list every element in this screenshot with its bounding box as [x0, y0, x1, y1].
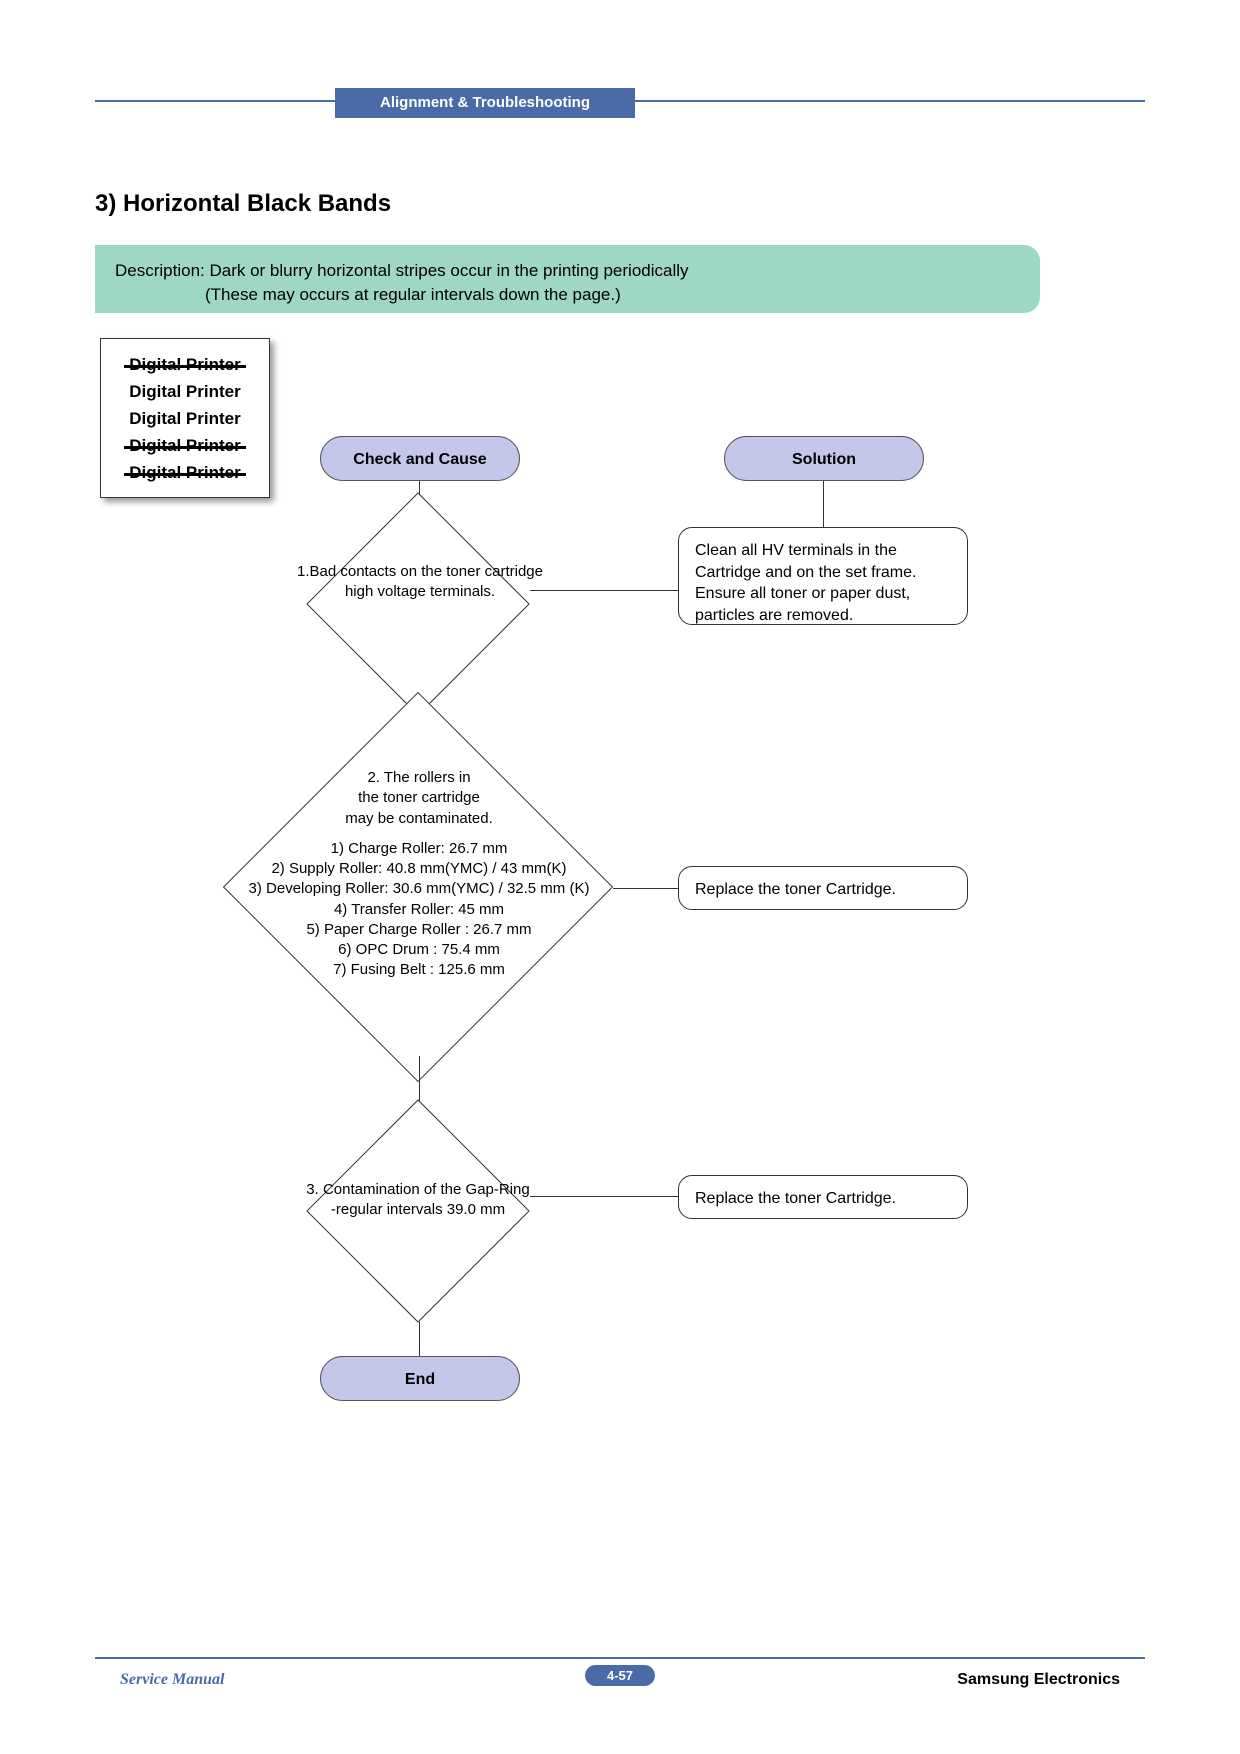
decision-1 — [306, 492, 529, 715]
solution-pill: Solution — [724, 436, 924, 481]
solution-3-box: Replace the toner Cartridge. — [678, 1175, 968, 1219]
section-title: 3) Horizontal Black Bands — [95, 190, 391, 218]
connector — [419, 1322, 420, 1356]
connector — [823, 481, 824, 527]
sample-text: Digital Printer — [129, 436, 240, 455]
end-pill: End — [320, 1356, 520, 1401]
sample-text: Digital Printer — [129, 355, 240, 374]
print-sample-box: Digital Printer Digital Printer Digital … — [100, 338, 270, 498]
decision-1-text: 1.Bad contacts on the toner cartridge hi… — [270, 562, 570, 603]
solution-1-box: Clean all HV terminals in the Cartridge … — [678, 527, 968, 625]
page-number-badge: 4-57 — [585, 1665, 655, 1686]
decision-3-text: 3. Contamination of the Gap-Ring -regula… — [268, 1180, 568, 1221]
description-box: Description: Dark or blurry horizontal s… — [95, 245, 1040, 313]
connector — [530, 590, 678, 591]
solution-2-box: Replace the toner Cartridge. — [678, 866, 968, 910]
description-line1: Description: Dark or blurry horizontal s… — [115, 259, 1020, 283]
decision-2-text: 2. The rollers in the toner cartridge ma… — [222, 768, 616, 981]
sample-text: Digital Printer — [129, 409, 240, 428]
check-cause-pill: Check and Cause — [320, 436, 520, 481]
header-tab: Alignment & Troubleshooting — [335, 88, 635, 118]
sample-text: Digital Printer — [129, 463, 240, 482]
connector — [613, 888, 678, 889]
footer-rule — [95, 1657, 1145, 1659]
sample-text: Digital Printer — [129, 382, 240, 401]
connector — [530, 1196, 678, 1197]
description-line2: (These may occurs at regular intervals d… — [115, 283, 1020, 307]
footer-left: Service Manual — [120, 1671, 224, 1689]
footer-right: Samsung Electronics — [957, 1671, 1120, 1689]
